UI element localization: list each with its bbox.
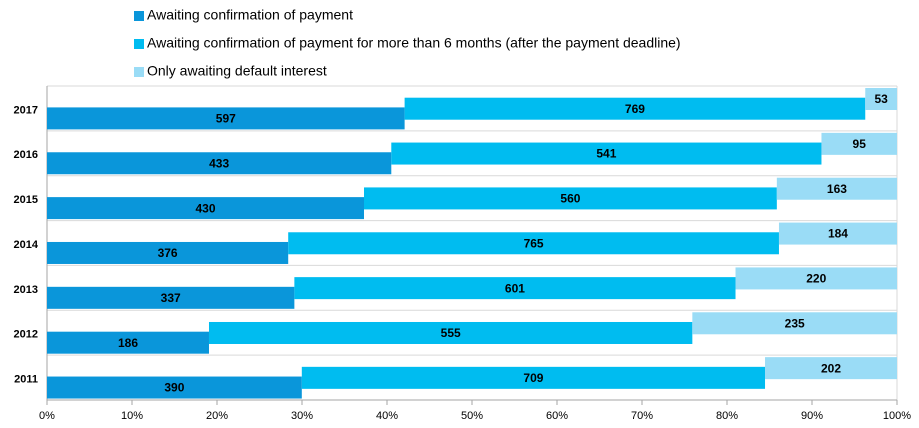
data-label: 430 xyxy=(195,201,215,215)
x-tick-label: 0% xyxy=(39,410,55,422)
y-tick-label: 2012 xyxy=(14,329,38,341)
data-label: 53 xyxy=(874,92,888,106)
x-tick-label: 30% xyxy=(291,410,313,422)
data-label: 95 xyxy=(853,137,867,151)
y-tick-label: 2011 xyxy=(14,373,38,385)
data-label: 433 xyxy=(209,156,229,170)
bar-segment xyxy=(47,331,209,354)
y-tick-label: 2013 xyxy=(14,284,38,296)
y-tick-label: 2014 xyxy=(14,239,39,251)
x-tick-label: 50% xyxy=(461,410,483,422)
bar-segment xyxy=(391,142,822,165)
bar-segment xyxy=(765,357,897,380)
data-label: 184 xyxy=(828,227,848,241)
x-tick-label: 90% xyxy=(801,410,823,422)
data-label: 769 xyxy=(625,102,645,116)
legend-swatch xyxy=(134,67,144,77)
legend-swatch xyxy=(134,39,144,49)
data-label: 202 xyxy=(821,361,841,375)
x-tick-label: 70% xyxy=(631,410,653,422)
bar-segment xyxy=(363,187,777,210)
x-tick-label: 10% xyxy=(121,410,143,422)
bar-segment xyxy=(47,152,392,175)
bar-segment xyxy=(735,267,897,290)
legend-label: Awaiting confirmation of payment xyxy=(147,7,353,23)
y-tick-label: 2017 xyxy=(14,104,38,116)
x-tick-label: 100% xyxy=(883,410,911,422)
bar-segment xyxy=(47,197,364,220)
data-label: 235 xyxy=(785,316,805,330)
bar-segment xyxy=(776,177,897,200)
data-label: 390 xyxy=(164,381,184,395)
data-label: 541 xyxy=(596,147,616,161)
bar-segment xyxy=(208,321,693,344)
bar-segment xyxy=(47,107,405,130)
legend-label: Awaiting confirmation of payment for mor… xyxy=(147,35,681,51)
bar-segment xyxy=(301,366,766,389)
data-label: 555 xyxy=(441,326,461,340)
x-tick-label: 20% xyxy=(206,410,228,422)
bar-segment xyxy=(47,286,295,309)
legend-label: Only awaiting default interest xyxy=(147,63,327,79)
legend-swatch xyxy=(134,11,144,21)
bar-segment xyxy=(294,277,736,300)
bar-segment xyxy=(778,222,897,245)
data-label: 376 xyxy=(158,246,178,260)
bar-segment xyxy=(404,97,866,120)
data-label: 186 xyxy=(118,336,138,350)
y-tick-label: 2015 xyxy=(14,194,38,206)
bar-segment xyxy=(288,232,779,255)
data-label: 765 xyxy=(524,236,544,250)
data-label: 709 xyxy=(523,371,543,385)
y-tick-label: 2016 xyxy=(14,149,38,161)
data-label: 163 xyxy=(827,182,847,196)
bar-segment xyxy=(47,376,302,399)
data-label: 560 xyxy=(560,192,580,206)
data-label: 597 xyxy=(216,112,236,126)
data-label: 220 xyxy=(806,272,826,286)
data-label: 337 xyxy=(161,291,181,305)
bar-segment xyxy=(865,88,897,110)
bar-segment xyxy=(47,241,289,264)
data-label: 601 xyxy=(505,281,525,295)
bar-segment xyxy=(821,132,897,155)
x-tick-label: 80% xyxy=(716,410,738,422)
x-tick-label: 60% xyxy=(546,410,568,422)
bar-segment xyxy=(692,312,897,335)
x-tick-label: 40% xyxy=(376,410,398,422)
